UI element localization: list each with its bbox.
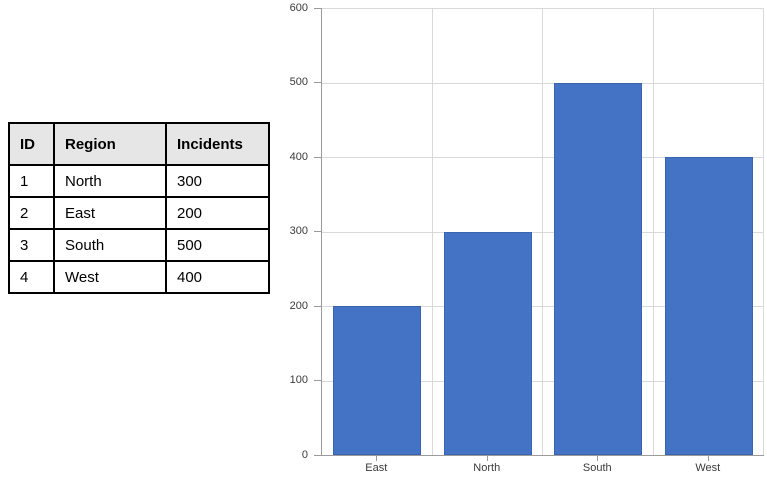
y-tick-label: 0 (301, 448, 308, 461)
v-gridline (652, 8, 654, 455)
table-cell: 1 (8, 164, 55, 198)
h-gridline (322, 8, 764, 9)
x-axis-tick (597, 456, 599, 461)
table-cell: 3 (8, 228, 55, 262)
v-gridline (431, 8, 433, 455)
table-header-region: Region (53, 122, 167, 166)
y-axis-tick (314, 156, 321, 158)
x-axis-tick (707, 456, 709, 461)
x-tick-label: West (695, 462, 721, 474)
h-gridline (322, 82, 764, 84)
y-tick-label: 200 (289, 299, 308, 312)
y-tick-label: 600 (289, 1, 308, 14)
bar-east (333, 306, 422, 455)
x-tick-label: North (473, 462, 501, 474)
y-axis-tick (314, 380, 321, 381)
table-row: 2 East 200 (8, 196, 270, 230)
h-gridline (322, 157, 764, 158)
table-cell: 500 (165, 228, 270, 262)
table-cell: South (53, 228, 167, 262)
v-gridline (542, 8, 543, 455)
v-gridline (763, 8, 764, 455)
x-tick-label: East (365, 462, 388, 474)
table-cell: West (53, 260, 167, 294)
h-gridline (322, 380, 764, 382)
table-cell: 4 (8, 260, 55, 294)
table-cell: 2 (8, 196, 55, 230)
x-axis-tick (376, 456, 378, 461)
y-tick-label: 500 (289, 76, 308, 88)
bar-north (443, 231, 532, 455)
table-body: 1 North 300 2 East 200 3 South 500 4 West 400 (8, 164, 270, 294)
x-tick-label: South (582, 462, 612, 474)
table-cell: 400 (165, 260, 270, 294)
data-table: ID Region Incidents 1 North 300 2 East 200 3 So… (8, 122, 270, 294)
bar-west (664, 157, 753, 455)
y-axis-tick (314, 305, 321, 307)
bar-south (554, 82, 643, 455)
table-header-id: ID (8, 122, 55, 166)
table-cell: 200 (165, 196, 270, 230)
y-tick-label: 400 (289, 150, 308, 163)
table-row: 4 West 400 (8, 260, 270, 294)
table-row: 1 North 300 (8, 164, 270, 198)
y-tick-label: 300 (289, 225, 308, 237)
table-header-incidents: Incidents (165, 122, 270, 166)
h-gridline (322, 231, 764, 233)
table-header-row: ID Region Incidents (8, 122, 270, 166)
table-row: 3 South 500 (8, 228, 270, 262)
table-cell: North (53, 164, 167, 198)
x-axis-tick (486, 456, 488, 461)
table-cell: East (53, 196, 167, 230)
plot-area (321, 8, 764, 456)
y-axis-tick (314, 231, 321, 232)
y-axis-tick (314, 82, 321, 83)
h-gridline (322, 306, 764, 307)
y-axis-tick (314, 7, 321, 9)
y-tick-label: 100 (289, 374, 308, 386)
table-cell: 300 (165, 164, 270, 198)
y-axis-tick (314, 454, 321, 456)
